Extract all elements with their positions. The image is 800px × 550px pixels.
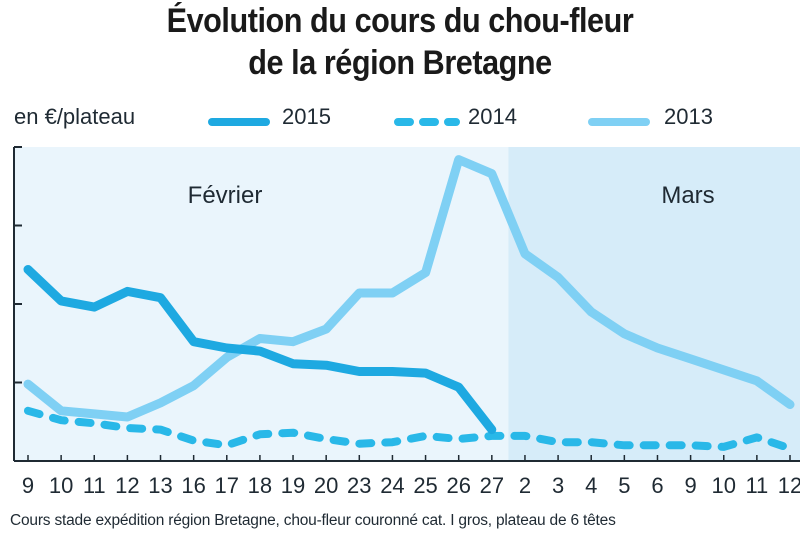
period-label-0: Février: [188, 182, 263, 209]
x-tick-label-7: 18: [248, 473, 272, 498]
x-tick-label-2: 11: [83, 473, 106, 498]
x-tick-label-12: 25: [413, 473, 437, 498]
chart-title-line-2: de la région Bretagne: [248, 44, 552, 82]
footer-note: Cours stade expédition région Bretagne, …: [10, 512, 616, 529]
x-tick-label-3: 12: [115, 473, 139, 498]
legend-label-2015: 2015: [282, 104, 331, 129]
x-tick-label-6: 17: [215, 473, 239, 498]
x-tick-label-18: 5: [618, 473, 630, 498]
series-line-2014: [24, 406, 794, 453]
x-tick-label-22: 11: [745, 473, 768, 498]
x-tick-label-20: 9: [684, 473, 696, 498]
x-tick-label-0: 9: [22, 473, 34, 498]
x-tick-label-5: 16: [181, 473, 205, 498]
x-tick-label-11: 24: [380, 473, 404, 498]
x-tick-label-14: 27: [480, 473, 504, 498]
series-line-2013: [23, 155, 795, 422]
x-tick-label-10: 23: [347, 473, 371, 498]
series-line-2015: [23, 265, 497, 435]
legend-label-2014: 2014: [468, 104, 517, 129]
period-panel-1: [508, 147, 800, 461]
x-tick-label-23: 12: [778, 473, 800, 498]
x-tick-label-15: 2: [519, 473, 531, 498]
x-tick-label-1: 10: [49, 473, 73, 498]
y-unit-label: en €/plateau: [14, 104, 136, 129]
chart-title-line-1: Évolution du cours du chou-fleur: [166, 2, 634, 40]
legend-label-2013: 2013: [664, 104, 713, 129]
x-tick-label-8: 19: [281, 473, 305, 498]
x-tick-label-17: 4: [585, 473, 597, 498]
x-tick-label-4: 13: [148, 473, 172, 498]
x-tick-label-16: 3: [552, 473, 564, 498]
x-tick-label-13: 26: [446, 473, 470, 498]
x-tick-label-21: 10: [711, 473, 735, 498]
legend-swatch-2015: [208, 118, 270, 126]
legend-swatch-2013: [588, 118, 650, 126]
x-tick-label-19: 6: [651, 473, 663, 498]
period-label-1: Mars: [661, 182, 714, 209]
x-tick-label-9: 20: [314, 473, 338, 498]
